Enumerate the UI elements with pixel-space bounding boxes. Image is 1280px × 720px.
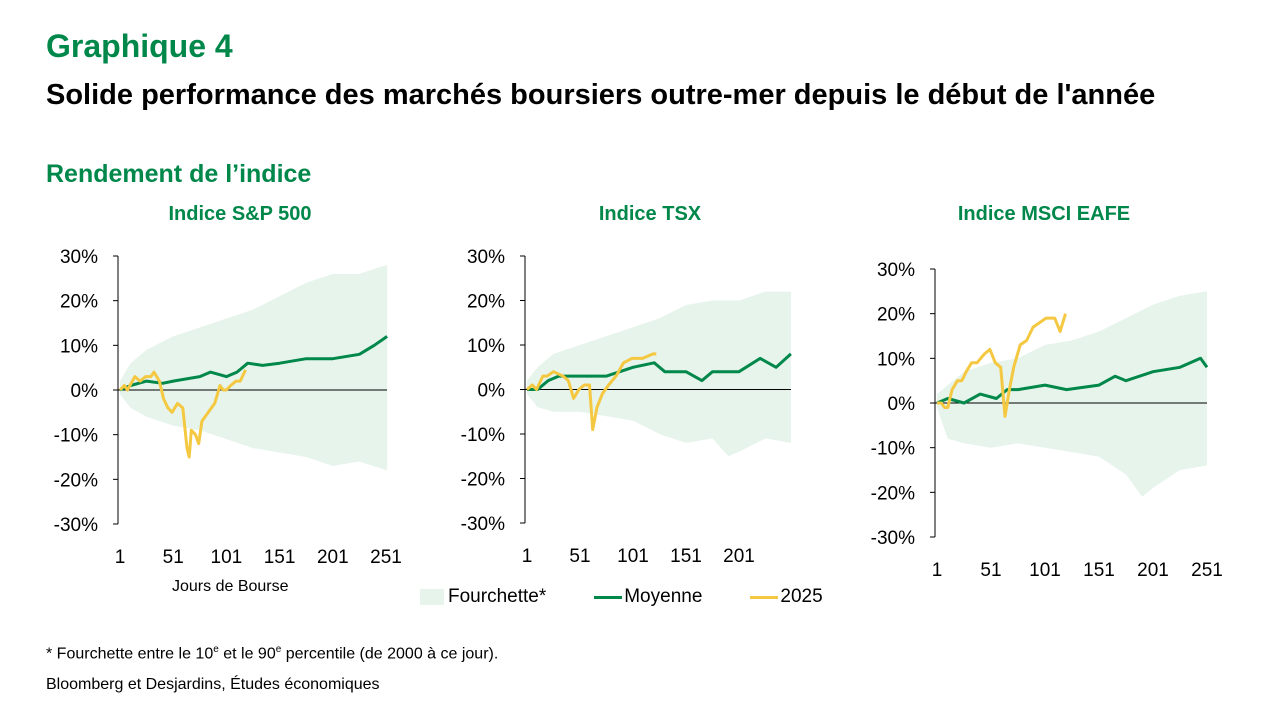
x-axis-label: Jours de Bourse <box>172 578 289 595</box>
y-tick-label: 10% <box>877 349 915 370</box>
footnote-text-1: * Fourchette entre le 10 <box>46 645 214 663</box>
series-line-mean <box>527 352 792 391</box>
series-line-2025 <box>118 369 247 459</box>
x-tick-label: 201 <box>723 546 755 567</box>
x-tick-label: 1 <box>115 547 126 568</box>
x-tick-label: 101 <box>1029 560 1061 581</box>
legend-label-mean: Moyenne <box>624 586 703 607</box>
y-tick-label: 0% <box>478 381 506 402</box>
x-tick-label: 151 <box>670 546 702 567</box>
y-tick-label: 10% <box>467 336 505 357</box>
footnote-text-2: et le 90 <box>218 645 276 663</box>
x-tick-label: 151 <box>1083 560 1115 581</box>
x-tick-label: 151 <box>264 547 296 568</box>
legend-item-band: Fourchette* <box>420 586 546 608</box>
y-tick-label: 20% <box>467 292 505 313</box>
y-tick-label: 30% <box>60 247 98 268</box>
chart-subtitle: Rendement de l’indice <box>46 160 312 188</box>
chart-panel-sp500: 30%20%10%0%-10%-20%-30%1 51 101 151 201 251 <box>54 247 402 568</box>
y-tick-label: -20% <box>871 483 915 504</box>
y-tick-label: -10% <box>871 439 915 460</box>
x-tick-label: 101 <box>211 547 243 568</box>
y-tick-label: 30% <box>467 247 505 268</box>
x-tick-label: 1 <box>522 546 533 567</box>
chart-panel-tsx: 30%20%10%0%-10%-20%-30%1 51 101 151 201 <box>461 247 792 567</box>
chart-panel-eafe: 30%20%10%0%-10%-20%-30%1 51 101 151 201 251 <box>871 260 1223 581</box>
chart-number: Graphique 4 <box>46 28 233 64</box>
panel-title-sp500: Indice S&P 500 <box>168 203 312 225</box>
footnote: * Fourchette entre le 10e et le 90e perc… <box>46 644 498 663</box>
x-tick-label: 201 <box>1137 560 1169 581</box>
range-band <box>120 264 388 471</box>
y-tick-label: -30% <box>54 515 98 536</box>
y-tick-label: -20% <box>54 470 98 491</box>
legend-label-band: Fourchette* <box>448 586 547 607</box>
series-line-mean <box>936 356 1209 405</box>
x-tick-label: 201 <box>317 547 349 568</box>
x-tick-label: 1 <box>932 560 943 581</box>
legend-item-current: 2025 <box>750 586 823 608</box>
x-tick-label: 101 <box>617 546 649 567</box>
footnote-text-3: percentile (de 2000 à ce jour). <box>281 645 499 663</box>
range-band <box>527 291 791 457</box>
x-tick-label: 51 <box>163 547 184 568</box>
panel-title-tsx: Indice TSX <box>598 203 702 225</box>
y-tick-label: 30% <box>877 260 915 281</box>
series-line-2025 <box>937 313 1067 418</box>
y-tick-label: 20% <box>60 292 98 313</box>
x-tick-label: 251 <box>370 547 402 568</box>
x-tick-label: 251 <box>1191 560 1223 581</box>
legend-swatch-mean <box>594 595 623 599</box>
panel-title-eafe: Indice MSCI EAFE <box>957 203 1131 225</box>
y-tick-label: -10% <box>54 426 98 447</box>
legend-swatch-band <box>420 589 444 605</box>
range-band <box>937 291 1207 497</box>
legend-label-current: 2025 <box>780 586 823 607</box>
legend-swatch-current <box>750 595 779 599</box>
x-tick-label: 51 <box>569 546 590 567</box>
legend: Fourchette* Moyenne 2025 <box>420 586 871 608</box>
legend-item-mean: Moyenne <box>594 586 702 608</box>
series-line-2025 <box>526 352 657 432</box>
footnote-sup-2: e <box>275 644 282 655</box>
page-title: Solide performance des marchés boursiers… <box>46 79 1156 111</box>
y-tick-label: 20% <box>877 305 915 326</box>
y-tick-label: -30% <box>461 514 505 535</box>
source-note: Bloomberg et Desjardins, Études économiq… <box>46 676 380 693</box>
y-tick-label: -10% <box>461 425 505 446</box>
x-tick-label: 51 <box>980 560 1001 581</box>
y-tick-label: -30% <box>871 528 915 549</box>
y-tick-label: 0% <box>71 381 99 402</box>
series-line-mean <box>119 335 388 392</box>
y-tick-label: -20% <box>461 470 505 491</box>
y-tick-label: 10% <box>60 336 98 357</box>
footnote-sup-1: e <box>213 644 219 655</box>
y-tick-label: 0% <box>888 394 916 415</box>
